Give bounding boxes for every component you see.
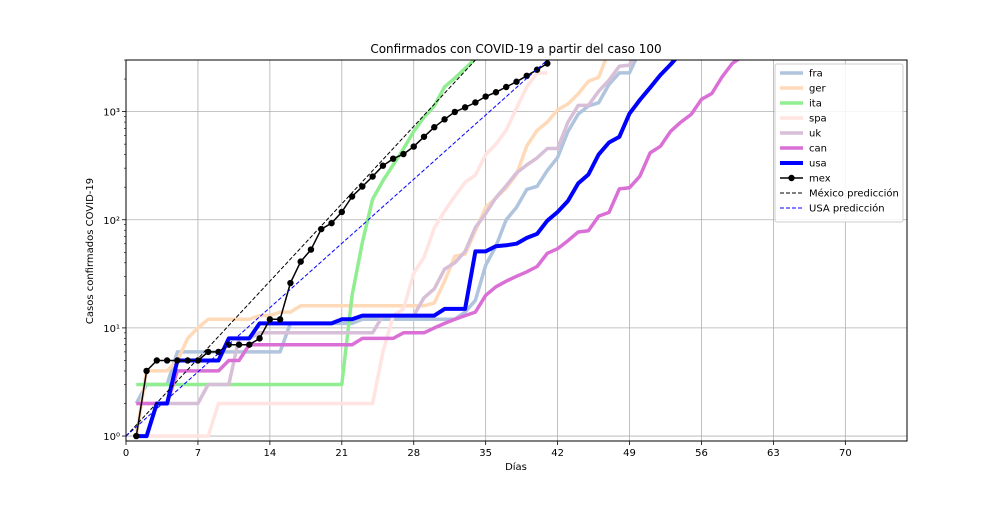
- data-point-mex: [143, 367, 150, 375]
- x-tick-label: 7: [195, 448, 201, 459]
- x-tick-label: 70: [839, 448, 852, 459]
- series-line-ita: [136, 60, 477, 387]
- data-point-mex: [410, 143, 417, 150]
- x-tick-label: 28: [407, 448, 420, 459]
- data-point-mex: [513, 78, 520, 85]
- x-axis-ticks: 0 7 14 21 28 35 42 49 56 63 70: [123, 441, 852, 459]
- data-point-mex: [163, 357, 171, 364]
- series-lines: [126, 60, 741, 440]
- legend-label-m-xico-predicci-n: México predicción: [809, 188, 899, 200]
- data-point-mex: [297, 258, 304, 265]
- data-point-mex: [482, 93, 489, 100]
- y-tick-label: 10⁰: [103, 432, 120, 443]
- data-point-mex: [389, 155, 397, 162]
- legend-label-fra: fra: [809, 69, 823, 80]
- data-point-mex: [441, 116, 448, 123]
- x-tick-label: 42: [551, 448, 564, 459]
- series-line-can: [136, 60, 741, 406]
- data-point-mex: [461, 104, 469, 111]
- y-tick-label: 10¹: [103, 324, 120, 335]
- x-tick-label: 14: [264, 448, 277, 459]
- series-line-m-xico-predicci-n: [126, 60, 476, 437]
- y-axis-ticks: 10⁰ 10¹ 10² 10³: [103, 59, 126, 443]
- data-point-mex: [205, 348, 212, 356]
- data-point-mex: [246, 341, 253, 348]
- series-line-uk: [136, 60, 635, 406]
- data-point-mex: [256, 335, 263, 342]
- legend-label-mex: mex: [809, 174, 831, 185]
- data-point-mex: [266, 316, 274, 323]
- legend-label-can: can: [809, 144, 827, 155]
- data-point-mex: [492, 89, 500, 96]
- x-tick-label: 35: [479, 448, 492, 459]
- chart-title: Confirmados con COVID-19 a partir del ca…: [370, 42, 661, 56]
- data-point-mex: [544, 60, 551, 67]
- legend: fra ger ita spa uk can usa mex México predicción…: [774, 63, 904, 223]
- plot-frame: [125, 59, 908, 442]
- data-point-mex: [523, 72, 530, 80]
- y-axis-label: Casos confirmados COVID-19: [85, 178, 96, 324]
- data-point-mex: [420, 133, 428, 140]
- data-point-mex: [451, 108, 459, 116]
- legend-label-spa: spa: [809, 114, 827, 125]
- legend-label-uk: uk: [809, 129, 821, 140]
- legend-box: [774, 63, 904, 223]
- x-tick-label: 56: [695, 448, 708, 459]
- y-tick-label: 10³: [103, 108, 120, 119]
- x-tick-label: 0: [123, 448, 129, 459]
- series-line-usa: [136, 60, 678, 439]
- data-point-mex: [174, 357, 181, 364]
- data-point-mex: [287, 279, 294, 287]
- data-point-mex: [153, 357, 161, 364]
- legend-label-usa-predicci-n: USA predicción: [809, 203, 885, 215]
- data-point-mex: [369, 173, 376, 180]
- data-point-mex: [472, 99, 479, 106]
- x-axis-label: Días: [505, 461, 527, 473]
- data-point-mex: [379, 162, 387, 169]
- data-point-mex: [307, 246, 315, 253]
- data-point-mex: [359, 183, 366, 190]
- data-point-mex: [338, 208, 346, 216]
- data-point-mex: [328, 219, 335, 227]
- data-point-mex: [400, 150, 407, 158]
- data-point-mex: [348, 193, 356, 200]
- data-point-mex: [431, 124, 438, 131]
- data-point-mex: [276, 316, 284, 323]
- x-tick-label: 21: [335, 448, 348, 459]
- data-point-mex: [503, 83, 510, 91]
- legend-marker-mex: [788, 174, 795, 182]
- data-point-mex: [133, 432, 140, 440]
- x-tick-label: 49: [623, 448, 636, 459]
- legend-label-ger: ger: [809, 84, 827, 95]
- data-point-mex: [235, 341, 243, 348]
- series-line-usa-predicci-n: [126, 60, 548, 437]
- series-line-spa: [136, 71, 548, 438]
- y-tick-label: 10²: [103, 216, 120, 227]
- x-tick-label: 63: [767, 448, 780, 459]
- legend-label-usa: usa: [809, 159, 827, 170]
- series-line-ger: [134, 60, 608, 437]
- legend-label-ita: ita: [809, 99, 822, 110]
- data-point-mex: [184, 357, 191, 364]
- series-line-fra: [134, 60, 638, 405]
- data-point-mex: [194, 357, 202, 364]
- data-point-mex: [215, 348, 222, 356]
